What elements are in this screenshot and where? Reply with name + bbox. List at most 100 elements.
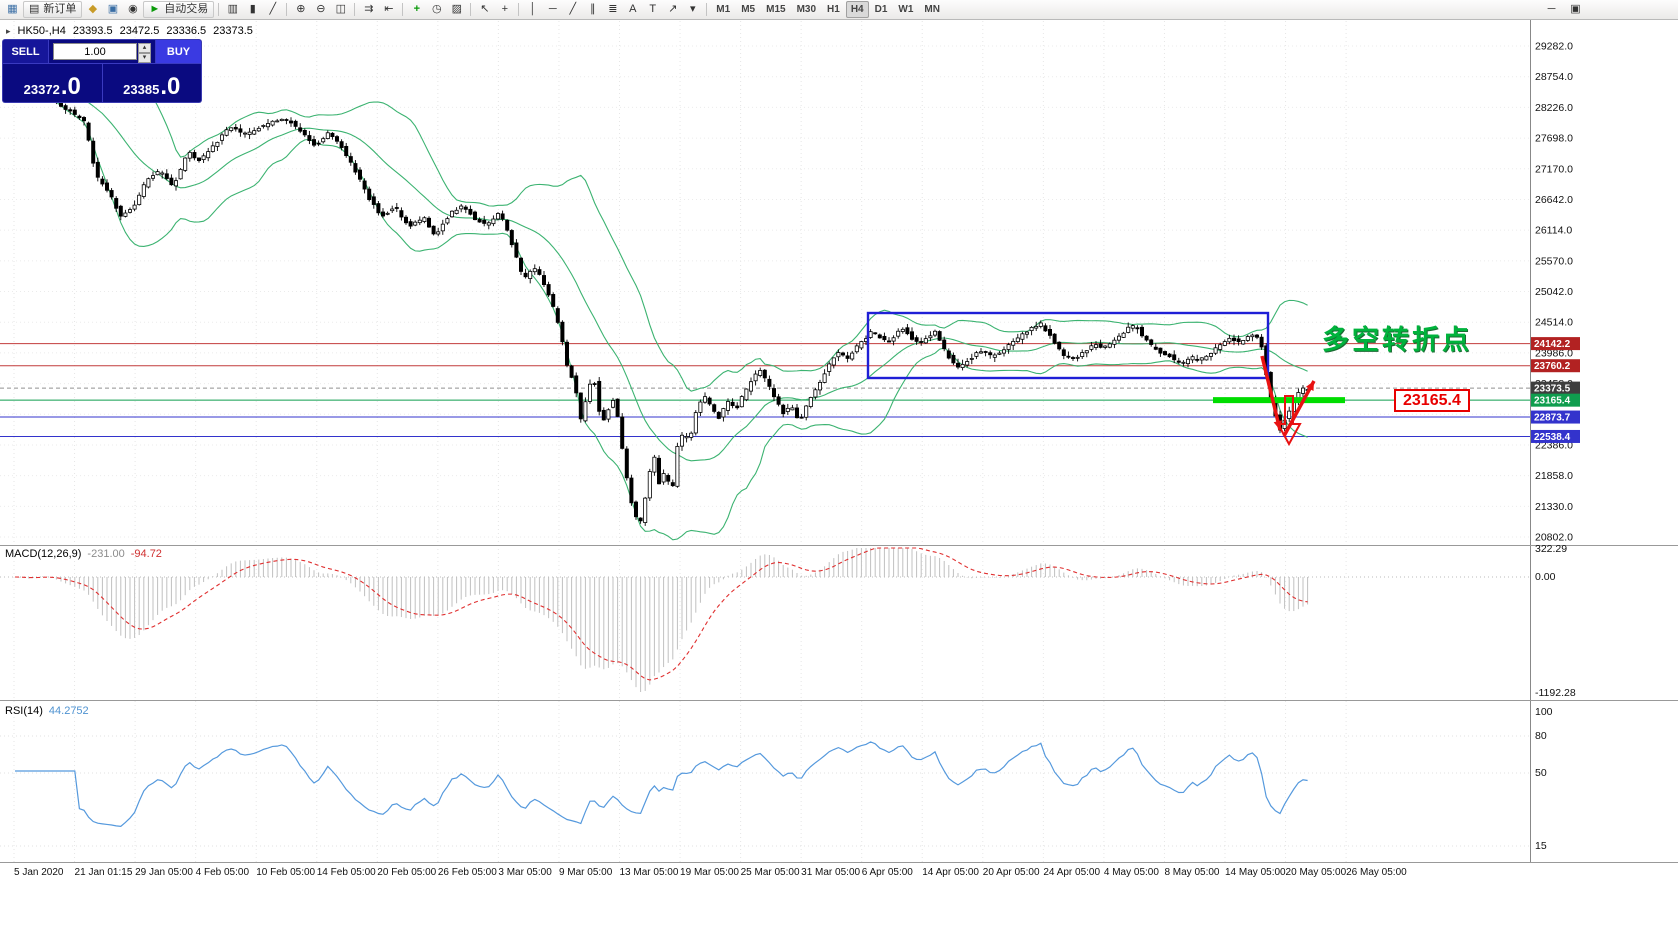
top-toolbar: ▦ ▤ 新订单 ◆ ▣ ◉ ► 自动交易 ▥ ▮ ╱ ⊕ ⊖ ◫ ⇉ ⇤ + ◷… (0, 0, 1678, 20)
symbol-period-label: HK50-,H4 (17, 25, 66, 37)
svg-text:4 May 05:00: 4 May 05:00 (1104, 867, 1159, 878)
macd-panel[interactable] (0, 547, 1530, 692)
profiles-icon[interactable]: ◆ (88, 3, 98, 15)
fibonacci-icon[interactable]: ≣ (608, 3, 618, 15)
print-icon[interactable]: ▣ (107, 3, 119, 15)
timeframe-m5-button[interactable]: M5 (741, 3, 756, 15)
svg-text:50: 50 (1535, 767, 1547, 779)
svg-text:24142.2: 24142.2 (1534, 339, 1571, 350)
svg-text:15: 15 (1535, 840, 1547, 852)
price-tag: 22538.4 (1531, 429, 1580, 443)
line-chart-icon[interactable]: ╱ (269, 3, 277, 15)
periods-icon[interactable]: ◷ (431, 3, 442, 15)
chart-shift-icon[interactable]: ⇤ (384, 3, 394, 15)
vertical-line-icon[interactable]: │ (529, 3, 537, 15)
timeframe-m1-button[interactable]: M1 (716, 3, 731, 15)
timeframe-m30-button[interactable]: M30 (796, 3, 817, 15)
svg-text:14 Feb 05:00: 14 Feb 05:00 (317, 867, 376, 878)
volume-down-icon[interactable]: ▾ (138, 53, 151, 63)
zoom-in-icon[interactable]: ⊕ (296, 3, 306, 15)
buy-price-button[interactable]: 23385 .0 (103, 64, 202, 102)
arrows-tool-icon[interactable]: ↗ (668, 3, 678, 15)
templates-icon[interactable]: ▨ (451, 3, 462, 15)
macd-main-value: -231.00 (87, 548, 125, 560)
crosshair-icon[interactable]: + (501, 3, 509, 15)
consolidation-box (866, 311, 1270, 380)
text-label-icon[interactable]: T (649, 3, 657, 15)
indicators-icon[interactable]: + (413, 3, 421, 15)
timeframe-h4-button[interactable]: H4 (845, 1, 869, 18)
svg-text:25 Mar 05:00: 25 Mar 05:00 (741, 867, 800, 878)
price-tag: 24142.2 (1531, 337, 1580, 351)
new-order-label: 新订单 (43, 3, 77, 15)
svg-text:31 Mar 05:00: 31 Mar 05:00 (801, 867, 860, 878)
rsi-indicator-label: RSI(14) 44.2752 (5, 705, 89, 717)
sell-price-base: 23372 (23, 82, 60, 97)
volume-up-icon[interactable]: ▴ (138, 43, 151, 53)
timeframe-h1-button[interactable]: H1 (827, 3, 840, 15)
new-order-button[interactable]: ▤ 新订单 (23, 1, 83, 18)
svg-text:21 Jan 01:15: 21 Jan 01:15 (75, 867, 133, 878)
ohlc-close: 23373.5 (213, 25, 253, 37)
restore-window-icon[interactable]: ▣ (1570, 3, 1581, 15)
cursor-icon[interactable]: ↖ (480, 3, 490, 15)
horizontal-line-icon[interactable]: ─ (548, 3, 557, 15)
buy-button[interactable]: BUY (155, 40, 201, 63)
new-chart-icon[interactable]: ▦ (7, 3, 18, 15)
candlestick-chart-icon[interactable]: ▮ (249, 3, 256, 15)
toolbar-separator (706, 3, 708, 16)
svg-text:9 Mar 05:00: 9 Mar 05:00 (559, 867, 613, 878)
macd-signal-value: -94.72 (130, 548, 162, 560)
ohlc-low: 23336.5 (166, 25, 207, 37)
svg-text:22873.7: 22873.7 (1534, 413, 1571, 424)
svg-text:20 Apr 05:00: 20 Apr 05:00 (983, 867, 1040, 878)
text-icon[interactable]: A (629, 3, 637, 15)
auto-scroll-icon[interactable]: ⇉ (364, 3, 374, 15)
svg-text:26114.0: 26114.0 (1535, 225, 1572, 237)
timeframe-w1-button[interactable]: W1 (898, 3, 914, 15)
minimize-window-icon[interactable]: ─ (1547, 3, 1556, 15)
bar-chart-icon[interactable]: ▥ (227, 3, 238, 15)
time-axis[interactable]: 5 Jan 2020 21 Jan 01:15 29 Jan 05:00 4 Feb … (14, 867, 1407, 878)
chart-title: ▸ HK50-,H4 23393.5 23472.5 23336.5 23373… (6, 25, 253, 37)
toolbar-separator (354, 3, 356, 16)
price-tag: 22873.7 (1531, 410, 1580, 424)
toolbar-separator (518, 3, 520, 16)
zoom-out-icon[interactable]: ⊖ (316, 3, 326, 15)
svg-text:20 May 05:00: 20 May 05:00 (1286, 867, 1347, 878)
play-icon: ► (149, 3, 161, 15)
trendline-icon[interactable]: ╱ (569, 3, 577, 15)
svg-text:23760.2: 23760.2 (1534, 361, 1571, 372)
price-tag: 23760.2 (1531, 359, 1580, 373)
macd-name: MACD(12,26,9) (5, 548, 82, 560)
trade-arrows (1260, 355, 1316, 447)
data-window-icon[interactable]: ◉ (128, 3, 138, 15)
channel-icon[interactable]: ∥ (590, 3, 596, 15)
window-controls: ─ ▣ (1542, 1, 1675, 18)
main-chart[interactable] (0, 47, 1530, 541)
svg-text:24 Apr 05:00: 24 Apr 05:00 (1043, 867, 1100, 878)
rsi-panel[interactable] (0, 735, 1530, 847)
arrows-dropdown-icon[interactable]: ▾ (690, 3, 696, 15)
ohlc-open: 23393.5 (72, 25, 113, 37)
timeframe-d1-button[interactable]: D1 (874, 3, 888, 15)
svg-text:20 Feb 05:00: 20 Feb 05:00 (377, 867, 436, 878)
sell-price-pips: .0 (60, 73, 81, 100)
buy-price-base: 23385 (123, 82, 160, 97)
volume-input[interactable]: 1.00 (53, 43, 137, 60)
svg-text:23165.4: 23165.4 (1534, 396, 1571, 407)
candles (12, 79, 1310, 526)
svg-text:24514.0: 24514.0 (1535, 317, 1573, 329)
tile-windows-icon[interactable]: ◫ (335, 3, 346, 15)
price-tag: 23165.4 (1531, 393, 1580, 407)
autotrading-button[interactable]: ► 自动交易 (143, 1, 215, 18)
svg-text:14 Apr 05:00: 14 Apr 05:00 (922, 867, 979, 878)
sell-price-button[interactable]: 23372 .0 (3, 64, 102, 102)
timeframe-m15-button[interactable]: M15 (766, 3, 786, 15)
timeframe-mn-button[interactable]: MN (924, 3, 940, 15)
toolbar-separator (402, 3, 404, 16)
sell-button[interactable]: SELL (3, 40, 49, 63)
price-axis[interactable]: 29282.0 28754.0 28226.0 27698.0 27170.0 26642… (0, 20, 1678, 863)
